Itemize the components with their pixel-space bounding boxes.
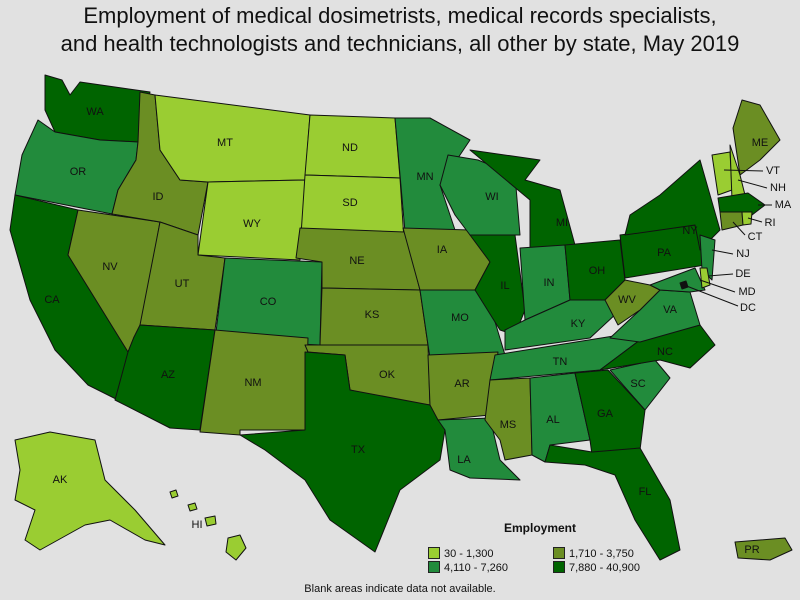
state-MA[interactable] — [717, 192, 766, 216]
legend-label-3: 4,110 - 7,260 — [444, 562, 509, 574]
label-CO: CO — [260, 296, 277, 308]
label-KY: KY — [571, 318, 586, 330]
label-CA: CA — [44, 294, 60, 306]
state-NM[interactable] — [199, 329, 309, 436]
legend-swatch-4 — [553, 561, 565, 573]
label-NM: NM — [244, 377, 261, 389]
label-OK: OK — [379, 369, 396, 381]
leader-NH — [737, 179, 768, 189]
legend: Employment 30 - 1,300 1,710 - 3,750 4,11… — [428, 520, 678, 576]
label-WY: WY — [243, 218, 261, 230]
state-ME[interactable] — [732, 99, 781, 176]
legend-item-4: 7,880 - 40,900 — [553, 561, 640, 574]
label-NJ: NJ — [736, 248, 749, 260]
state-PR[interactable] — [734, 537, 793, 561]
map-title: Employment of medical dosimetrists, medi… — [0, 2, 800, 58]
legend-item-1: 30 - 1,300 — [428, 547, 494, 560]
legend-swatch-2 — [553, 547, 565, 559]
leader-VT — [723, 169, 764, 172]
label-FL: FL — [639, 486, 652, 498]
state-AR[interactable] — [427, 351, 499, 421]
legend-label-4: 7,880 - 40,900 — [569, 562, 640, 574]
state-WY[interactable] — [197, 179, 306, 261]
label-KS: KS — [365, 309, 380, 321]
label-TX: TX — [351, 444, 366, 456]
label-MN: MN — [416, 171, 433, 183]
legend-title: Employment — [504, 521, 577, 535]
leader-NJ — [711, 249, 734, 255]
label-NH: NH — [770, 182, 786, 194]
label-HI: HI — [192, 519, 203, 531]
label-LA: LA — [457, 454, 471, 466]
label-MT: MT — [217, 137, 233, 149]
state-MD[interactable] — [649, 267, 706, 293]
label-MS: MS — [500, 419, 517, 431]
state-HI[interactable] — [225, 534, 247, 561]
state-RI[interactable] — [741, 211, 753, 226]
label-AK: AK — [53, 474, 68, 486]
leader-CT — [732, 221, 746, 236]
label-ND: ND — [342, 142, 358, 154]
label-MD: MD — [738, 286, 755, 298]
label-TN: TN — [553, 356, 568, 368]
label-DE: DE — [735, 268, 750, 280]
label-MI: MI — [556, 217, 568, 229]
label-GA: GA — [597, 408, 614, 420]
label-ME: ME — [752, 137, 769, 149]
label-UT: UT — [175, 278, 190, 290]
label-AR: AR — [454, 378, 469, 390]
map-title-line-2: and health technologists and technicians… — [60, 31, 740, 56]
leader-DC — [683, 284, 739, 307]
label-NY: NY — [682, 225, 698, 237]
label-OH: OH — [589, 265, 606, 277]
state-VT[interactable] — [711, 151, 733, 196]
label-NV: NV — [102, 261, 118, 273]
label-MO: MO — [451, 312, 469, 324]
label-DC: DC — [740, 302, 756, 314]
legend-item-2: 1,710 - 3,750 — [553, 547, 634, 560]
legend-swatch-1 — [428, 547, 440, 559]
label-PA: PA — [657, 247, 672, 259]
state-FL[interactable] — [544, 444, 681, 561]
label-IA: IA — [437, 244, 448, 256]
label-MA: MA — [775, 199, 792, 211]
dc-marker — [680, 281, 688, 289]
legend-label-1: 30 - 1,300 — [444, 548, 494, 560]
label-PR: PR — [744, 544, 759, 556]
label-VT: VT — [766, 165, 780, 177]
state-TX[interactable] — [239, 351, 446, 553]
legend-item-3: 4,110 - 7,260 — [428, 561, 508, 574]
label-IN: IN — [544, 277, 555, 289]
state-MI[interactable] — [469, 149, 576, 251]
footnote: Blank areas indicate data not available. — [304, 583, 496, 595]
state-HI-islands[interactable] — [169, 489, 217, 527]
map-title-line-1: Employment of medical dosimetrists, medi… — [83, 3, 717, 28]
state-CT[interactable] — [719, 211, 744, 231]
label-SC: SC — [630, 378, 645, 390]
leader-lines — [683, 169, 772, 307]
label-VA: VA — [663, 304, 678, 316]
label-WI: WI — [485, 191, 498, 203]
state-labels: WA OR CA ID NV MT WY UT AZ CO NM ND SD N… — [44, 106, 792, 556]
legend-label-2: 1,710 - 3,750 — [569, 548, 634, 560]
legend-swatch-3 — [428, 561, 440, 573]
label-WA: WA — [86, 106, 104, 118]
label-SD: SD — [342, 197, 357, 209]
label-OR: OR — [70, 166, 87, 178]
label-IL: IL — [500, 280, 509, 292]
label-RI: RI — [765, 217, 776, 229]
label-CT: CT — [748, 231, 763, 243]
leader-DE — [707, 273, 734, 277]
leader-MD — [699, 279, 736, 293]
label-NC: NC — [657, 346, 673, 358]
label-AL: AL — [546, 414, 559, 426]
label-AZ: AZ — [161, 369, 175, 381]
state-AK[interactable] — [14, 431, 166, 551]
label-ID: ID — [153, 191, 164, 203]
leader-RI — [747, 217, 763, 223]
label-WV: WV — [618, 294, 636, 306]
label-NE: NE — [349, 255, 364, 267]
